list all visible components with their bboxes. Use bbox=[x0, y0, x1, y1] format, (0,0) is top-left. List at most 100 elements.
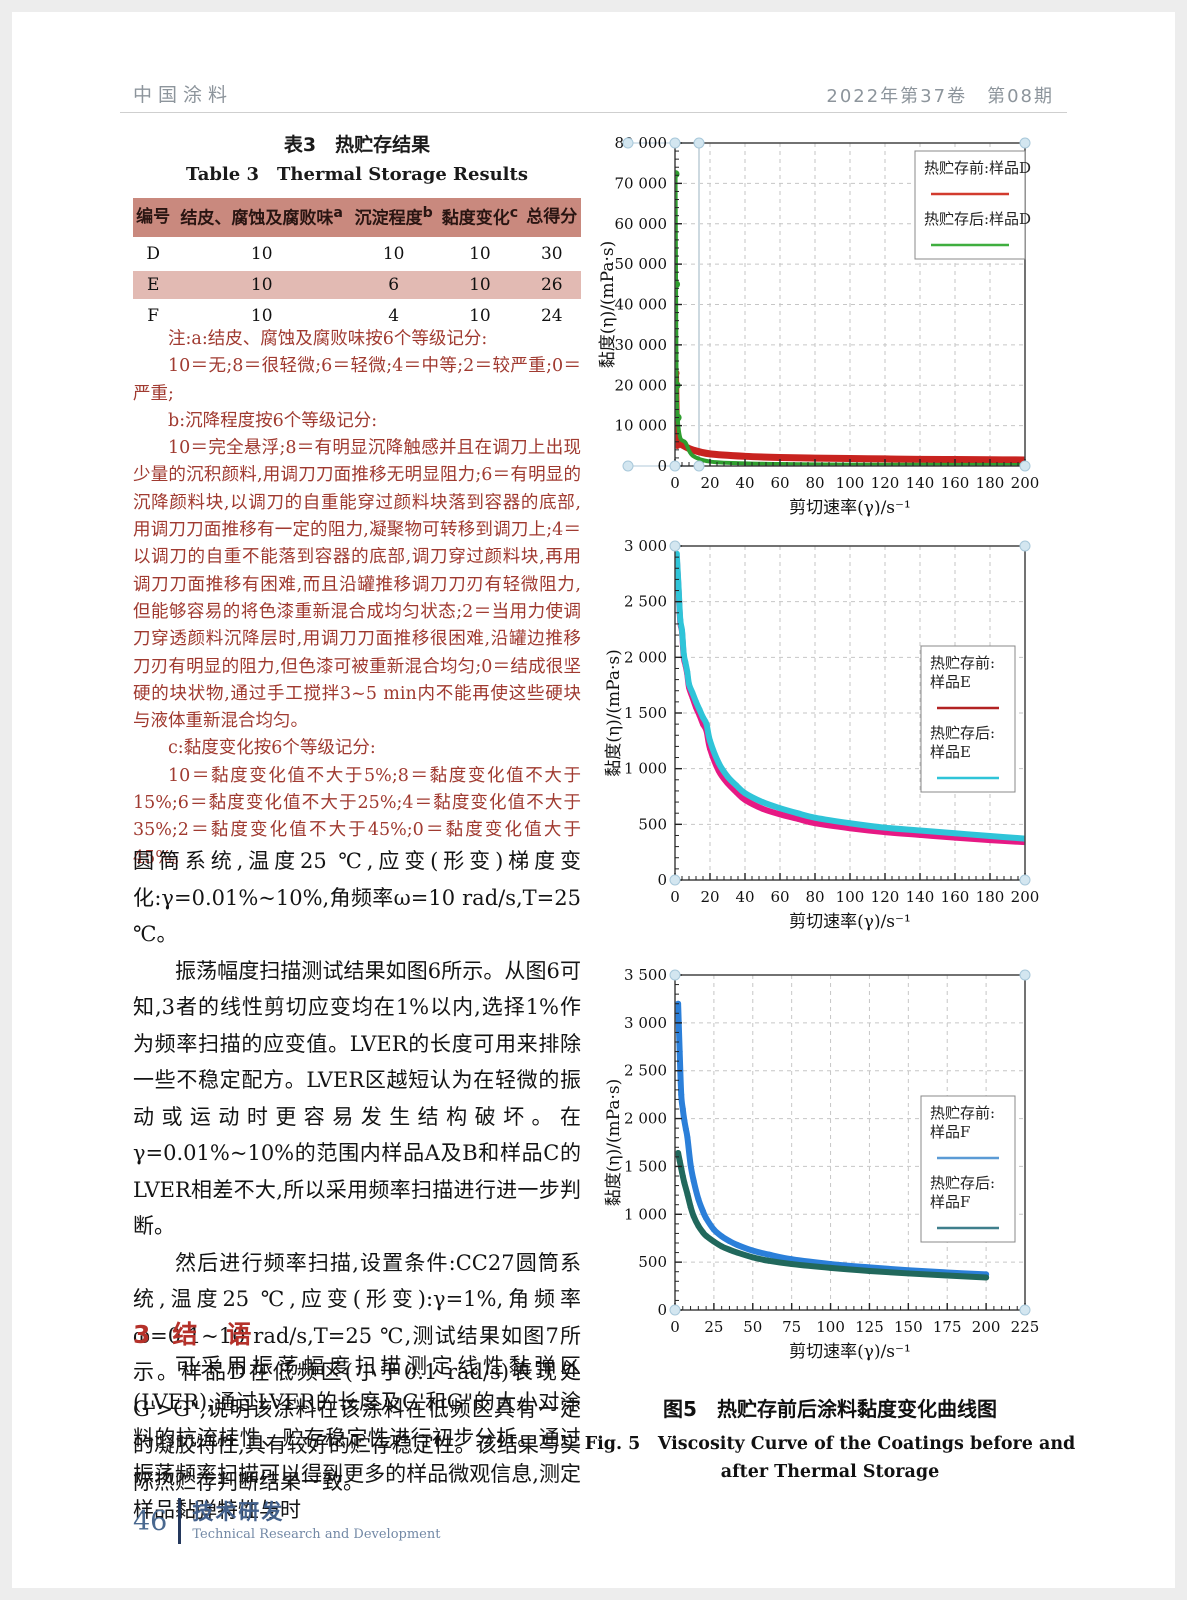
selection-handle bbox=[1019, 460, 1031, 472]
svg-text:100: 100 bbox=[836, 888, 865, 906]
footer: 46 技术研发 Technical Research and Developme… bbox=[133, 1498, 440, 1544]
chart-svg: 0 25 50 75 100 125 150 175 200 225 0 500 1 000 1 500 2… bbox=[604, 966, 1040, 1362]
svg-text:140: 140 bbox=[906, 888, 935, 906]
column-header: 结皮、腐蚀及腐败味a bbox=[173, 198, 351, 237]
svg-text:30 000: 30 000 bbox=[615, 336, 668, 354]
svg-text:60 000: 60 000 bbox=[615, 215, 668, 233]
legend-box bbox=[914, 150, 1026, 260]
y-axis-label: 黏度(η)/(mPa·s) bbox=[598, 241, 618, 369]
figure-caption: 图5 热贮存前后涂料黏度变化曲线图 Fig. 5 Viscosity Curve… bbox=[583, 1393, 1077, 1486]
legend-label: 热贮存后: bbox=[930, 724, 995, 742]
svg-text:50 000: 50 000 bbox=[615, 255, 668, 273]
svg-text:500: 500 bbox=[638, 1253, 667, 1271]
svg-text:150: 150 bbox=[894, 1318, 923, 1336]
table-cell: 10 bbox=[250, 305, 273, 326]
svg-text:3 000: 3 000 bbox=[624, 538, 667, 555]
svg-text:80 000: 80 000 bbox=[615, 134, 668, 152]
legend-label: 热贮存前: bbox=[930, 1104, 995, 1122]
table-cell: 10 bbox=[469, 243, 491, 264]
legend-box bbox=[920, 1095, 1016, 1243]
legend-label: 热贮存后:样品D bbox=[924, 210, 1031, 228]
svg-text:0: 0 bbox=[670, 474, 680, 492]
table-notes: 注:a:结皮、腐蚀及腐败味按6个等级记分: 10＝无;8＝很轻微;6＝轻微;4＝中… bbox=[133, 326, 581, 872]
table-cell: 6 bbox=[350, 270, 438, 299]
note-paragraph: 10＝完全悬浮;8＝有明显沉降触感并且在调刀上出现少量的沉积颜料,用调刀刀面推移… bbox=[133, 438, 581, 732]
svg-text:200: 200 bbox=[972, 1318, 1001, 1336]
svg-text:80: 80 bbox=[805, 888, 824, 906]
selection-handle bbox=[669, 1304, 681, 1316]
viscosity-chart-sample-f: 0 25 50 75 100 125 150 175 200 225 0 500 1 000 1 500 2… bbox=[595, 941, 1065, 1369]
selection-handle bbox=[669, 969, 681, 981]
svg-text:200: 200 bbox=[1011, 888, 1040, 906]
journal-name: 中国涂料 bbox=[133, 84, 234, 106]
svg-text:500: 500 bbox=[638, 815, 667, 833]
note-paragraph: c:黏度变化按6个等级记分: bbox=[168, 738, 376, 759]
y-axis-label: 黏度(η)/(mPa·s) bbox=[604, 649, 624, 777]
column-header: 总得分 bbox=[522, 198, 581, 237]
svg-text:160: 160 bbox=[941, 888, 970, 906]
conclusion-block: 可采用振荡幅度扫描测定线性黏弹区(LVER),通过LVER的长度及G'和G"的大… bbox=[133, 1348, 581, 1528]
table-cell: 10 bbox=[437, 270, 523, 299]
svg-text:40 000: 40 000 bbox=[615, 296, 668, 314]
svg-text:40: 40 bbox=[735, 474, 754, 492]
legend-box bbox=[920, 645, 1016, 793]
x-axis-label: 剪切速率(γ)/s⁻¹ bbox=[789, 498, 911, 518]
table-cell: E bbox=[133, 270, 174, 299]
viscosity-chart-sample-e: 0 20 40 60 80 100 120 140 160 180 200 0 500 1 000 1 50… bbox=[595, 537, 1065, 938]
table-row: E 10 6 10 26 bbox=[133, 270, 581, 299]
x-axis-label: 剪切速率(γ)/s⁻¹ bbox=[789, 1342, 911, 1362]
header-rule bbox=[120, 112, 1067, 113]
footer-section-zh: 技术研发 bbox=[192, 1499, 285, 1524]
y-axis-label: 黏度(η)/(mPa·s) bbox=[604, 1079, 624, 1207]
body-paragraph: 然后进行频率扫描,设置条件:CC27圆筒系统,温度25 ℃,应变(形变):γ=1… bbox=[133, 1250, 581, 1494]
svg-text:20 000: 20 000 bbox=[615, 376, 668, 394]
selection-handle bbox=[1019, 137, 1031, 149]
table-row: F 10 4 10 24 bbox=[133, 302, 581, 330]
table-cell: F bbox=[147, 305, 160, 326]
note-paragraph: 注:a:结皮、腐蚀及腐败味按6个等级记分: bbox=[168, 329, 488, 349]
table-title-en: Table 3 Thermal Storage Results bbox=[186, 164, 528, 185]
selection-handle bbox=[693, 460, 705, 472]
svg-text:60: 60 bbox=[770, 474, 789, 492]
selection-handle bbox=[669, 137, 681, 149]
selection-handle bbox=[1019, 969, 1031, 981]
table-cell: 4 bbox=[388, 305, 400, 326]
svg-text:3 000: 3 000 bbox=[624, 1014, 667, 1032]
selection-handle bbox=[622, 137, 634, 149]
selection-handle bbox=[622, 460, 634, 472]
note-paragraph: b:沉降程度按6个等级记分: bbox=[168, 410, 378, 431]
svg-text:40: 40 bbox=[735, 888, 754, 906]
column-header: 沉淀程度b bbox=[350, 198, 438, 237]
svg-text:2 500: 2 500 bbox=[624, 1062, 667, 1080]
table-cell: 24 bbox=[540, 305, 563, 326]
svg-text:140: 140 bbox=[906, 474, 935, 492]
svg-text:0: 0 bbox=[670, 888, 680, 906]
section-heading: 3 结 语 bbox=[133, 1315, 253, 1351]
svg-text:225: 225 bbox=[1011, 1318, 1040, 1336]
svg-text:0: 0 bbox=[657, 1301, 667, 1319]
table-row: D 10 10 10 30 bbox=[133, 240, 581, 268]
note-paragraph: 10＝黏度变化值不大于5%;8＝黏度变化值不大于15%;6＝黏度变化值不大于25… bbox=[133, 765, 581, 868]
results-table-body: D 10 10 10 30 E 10 6 10 26 F 10 4 10 24 bbox=[133, 240, 581, 330]
svg-text:120: 120 bbox=[871, 888, 900, 906]
svg-text:0: 0 bbox=[670, 1318, 680, 1336]
page-number: 46 bbox=[133, 1505, 168, 1537]
thermal-storage-table-block: 表3 热贮存结果 Table 3 Thermal Storage Results… bbox=[133, 130, 581, 333]
x-axis-label: 剪切速率(γ)/s⁻¹ bbox=[789, 912, 911, 932]
svg-text:0: 0 bbox=[657, 871, 667, 889]
table-cell: 10 bbox=[250, 243, 273, 264]
svg-text:100: 100 bbox=[816, 1318, 845, 1336]
svg-text:2 500: 2 500 bbox=[624, 593, 667, 611]
table-cell: 30 bbox=[540, 243, 563, 264]
legend-label: 热贮存前: bbox=[930, 654, 995, 672]
svg-text:1 500: 1 500 bbox=[624, 1157, 667, 1175]
svg-text:70 000: 70 000 bbox=[615, 174, 668, 192]
svg-text:25: 25 bbox=[704, 1318, 723, 1336]
table-cell: D bbox=[146, 243, 160, 264]
selection-handle bbox=[669, 540, 681, 552]
section-number: 3 bbox=[133, 1320, 153, 1349]
svg-text:50: 50 bbox=[743, 1318, 762, 1336]
svg-text:1 000: 1 000 bbox=[624, 760, 667, 778]
column-header: 黏度变化c bbox=[437, 198, 523, 237]
svg-text:120: 120 bbox=[871, 474, 900, 492]
